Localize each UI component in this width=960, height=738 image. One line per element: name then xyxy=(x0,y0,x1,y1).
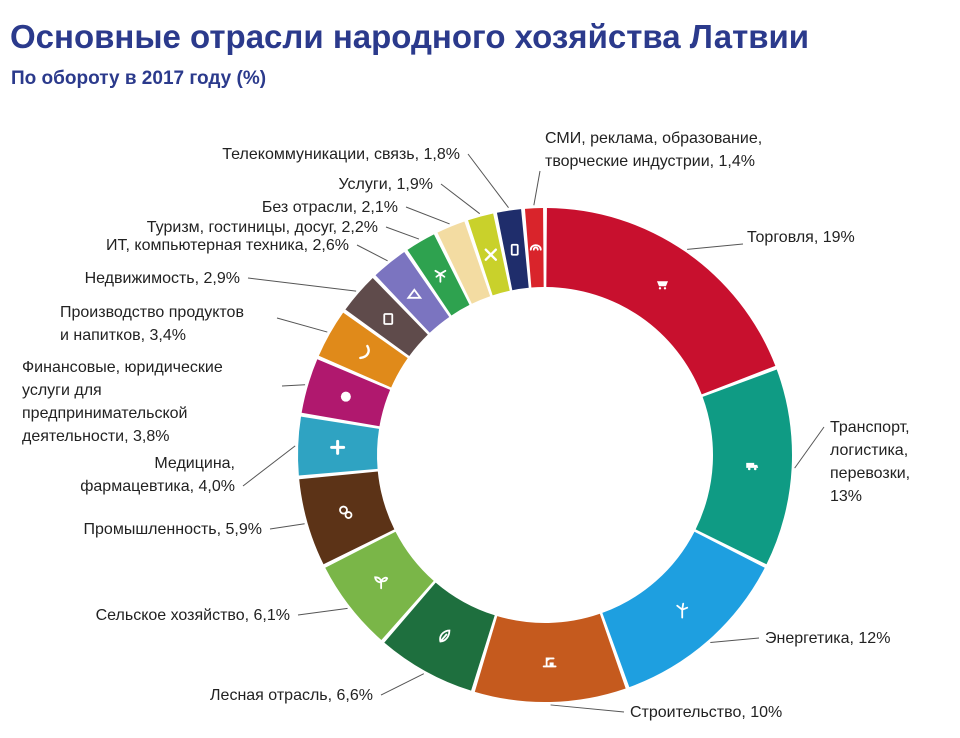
croissant-icon xyxy=(359,344,370,360)
phone-icon xyxy=(510,243,519,256)
leader-line xyxy=(533,170,541,206)
page-subtitle: По обороту в 2017 году (%) xyxy=(11,68,267,89)
coin-icon xyxy=(340,391,351,402)
slice-label: Сельское хозяйство, 6,1% xyxy=(96,607,290,624)
crane-icon xyxy=(542,657,557,668)
building-icon xyxy=(383,313,394,325)
wind-turbine-icon xyxy=(676,602,689,619)
slice-label: Строительство, 10% xyxy=(630,704,782,721)
slice-label: Услуги, 1,9% xyxy=(338,176,433,193)
leader-line xyxy=(297,607,348,616)
slice-label: Транспорт, логистика, перевозки, 13% xyxy=(830,419,910,505)
leader-line xyxy=(269,523,305,530)
slice-label: Без отрасли, 2,1% xyxy=(262,199,398,216)
gears-icon xyxy=(339,505,353,519)
slice-label: Телекоммуникации, связь, 1,8% xyxy=(222,146,460,163)
leader-line xyxy=(281,384,306,387)
donut-slice xyxy=(318,312,408,388)
donut-slice xyxy=(345,277,428,357)
slice-label: Недвижимость, 2,9% xyxy=(85,270,240,287)
truck-icon xyxy=(746,462,759,471)
leader-line xyxy=(276,317,328,333)
slice-label: Торговля, 19% xyxy=(747,229,855,246)
page-title: Основные отрасли народного хозяйства Лат… xyxy=(10,18,810,55)
leader-line xyxy=(242,445,296,487)
slice-label: Лесная отрасль, 6,6% xyxy=(210,687,373,704)
leader-line xyxy=(550,704,625,713)
donut-slice xyxy=(325,531,434,641)
slice-label: ИТ, компьютерная техника, 2,6% xyxy=(106,237,349,254)
sprout-icon xyxy=(374,576,389,590)
leader-line xyxy=(385,226,420,240)
donut-slice xyxy=(437,221,491,304)
leader-line xyxy=(687,243,744,250)
leader-line xyxy=(247,277,357,292)
leader-line xyxy=(440,183,481,215)
palm-icon xyxy=(434,269,447,283)
leader-line xyxy=(380,673,425,696)
cart-icon xyxy=(656,281,668,290)
donut-slice xyxy=(695,369,792,565)
slice-label: Промышленность, 5,9% xyxy=(84,521,262,538)
network-icon xyxy=(406,288,423,299)
slice-label: СМИ, реклама, образование, творческие инд… xyxy=(545,130,762,170)
leader-line xyxy=(710,637,760,644)
leaf-icon xyxy=(439,629,451,643)
tools-icon xyxy=(484,248,498,261)
media-icon xyxy=(529,244,542,251)
leader-line xyxy=(467,153,509,208)
leader-line xyxy=(405,206,450,225)
donut-slice xyxy=(546,208,776,395)
leader-line xyxy=(356,244,388,262)
slice-label: Туризм, гостиницы, досуг, 2,2% xyxy=(147,219,378,236)
donut-slice xyxy=(496,209,529,291)
cross-icon xyxy=(330,439,346,455)
slice-label: Медицина, фармацевтика, 4,0% xyxy=(80,455,235,495)
leader-line xyxy=(794,426,825,469)
slice-label: Энергетика, 12% xyxy=(765,630,890,647)
slice-label: Производство продуктов и напитков, 3,4% xyxy=(60,304,244,344)
slice-label: Финансовые, юридические услуги для предпри… xyxy=(22,359,223,445)
